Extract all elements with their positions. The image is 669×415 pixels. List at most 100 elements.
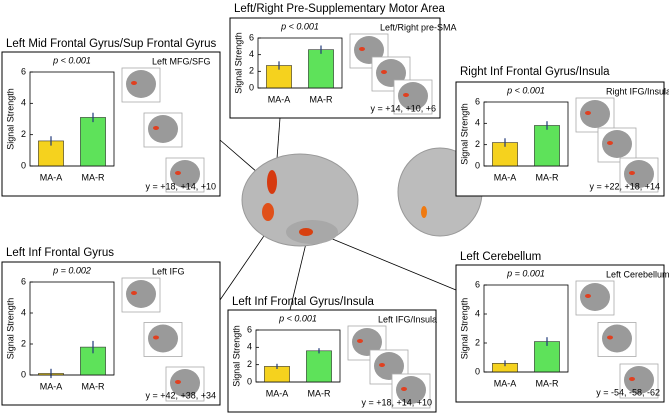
y-tick-label: 4 bbox=[247, 342, 252, 352]
panel-title: Left Inf Frontal Gyrus bbox=[6, 247, 114, 259]
image-label: Left Cerebellum bbox=[606, 269, 669, 279]
brain-render bbox=[219, 117, 483, 311]
y-tick-label: 4 bbox=[475, 118, 480, 128]
x-tick-label: MA-A bbox=[266, 388, 289, 398]
y-tick-label: 6 bbox=[21, 276, 26, 286]
coordinates: y = +14, +10, +6 bbox=[370, 103, 436, 113]
y-tick-label: 2 bbox=[475, 139, 480, 149]
activation bbox=[607, 335, 613, 340]
p-value: p = 0.001 bbox=[506, 268, 545, 278]
y-tick-label: 6 bbox=[21, 66, 26, 76]
brain-slice bbox=[580, 100, 610, 128]
image-label: Left IFG/Insula bbox=[378, 314, 437, 324]
image-label: Left MFG/SFG bbox=[152, 56, 211, 66]
activation bbox=[607, 141, 613, 145]
x-tick-label: MA-R bbox=[82, 381, 105, 391]
brain-slice bbox=[602, 130, 632, 158]
panel-title: Left Inf Frontal Gyrus/Insula bbox=[232, 296, 375, 308]
brain-slice bbox=[126, 280, 156, 308]
panel-title: Left Cerebellum bbox=[460, 251, 541, 263]
activation bbox=[629, 377, 635, 381]
brain-slice bbox=[148, 324, 178, 353]
activation bbox=[629, 171, 635, 175]
y-tick-label: 4 bbox=[21, 98, 26, 108]
y-tick-label: 0 bbox=[247, 376, 252, 386]
bar bbox=[534, 125, 560, 167]
coordinates: y = +18, +14, +10 bbox=[145, 181, 216, 191]
brain-slice bbox=[170, 369, 200, 397]
coordinates: y = +18, +14, +10 bbox=[361, 397, 432, 407]
y-tick-label: 2 bbox=[249, 66, 254, 76]
y-tick-label: 2 bbox=[475, 337, 480, 347]
bar bbox=[80, 117, 106, 167]
panel-title: Left/Right Pre-Supplementary Motor Area bbox=[234, 3, 446, 15]
activation bbox=[585, 111, 591, 115]
activation bbox=[153, 126, 159, 130]
y-tick-label: 6 bbox=[475, 96, 480, 106]
p-value: p = 0.002 bbox=[52, 265, 91, 275]
brain-slice bbox=[624, 366, 654, 394]
x-tick-label: MA-A bbox=[494, 378, 517, 388]
brain-slice bbox=[374, 352, 404, 380]
x-tick-label: MA-R bbox=[308, 388, 331, 398]
brain-slice bbox=[352, 328, 382, 356]
bar bbox=[306, 350, 332, 383]
y-axis-label: Signal Strength bbox=[5, 298, 15, 360]
y-axis-label: Signal Strength bbox=[5, 88, 15, 150]
x-tick-label: MA-A bbox=[40, 381, 63, 391]
brain-slice bbox=[170, 160, 200, 188]
brain-slice bbox=[126, 70, 156, 98]
brain-slice bbox=[624, 160, 654, 188]
y-axis-label: Signal Strength bbox=[231, 325, 241, 387]
x-tick-label: MA-A bbox=[268, 94, 291, 104]
y-tick-label: 0 bbox=[475, 366, 480, 376]
image-label: Left IFG bbox=[152, 266, 185, 276]
bar bbox=[308, 49, 334, 89]
x-tick-label: MA-A bbox=[40, 172, 63, 182]
coordinates: y = +22, +18, +14 bbox=[589, 181, 660, 191]
y-tick-label: 6 bbox=[475, 279, 480, 289]
activation bbox=[131, 291, 137, 295]
y-tick-label: 4 bbox=[475, 308, 480, 318]
activation bbox=[403, 93, 409, 97]
x-tick-label: MA-R bbox=[536, 172, 559, 182]
y-tick-label: 0 bbox=[21, 369, 26, 379]
brain-slice bbox=[396, 376, 426, 404]
y-tick-label: 0 bbox=[21, 160, 26, 170]
p-value: p < 0.001 bbox=[506, 85, 545, 95]
y-tick-label: 0 bbox=[475, 160, 480, 170]
y-tick-label: 4 bbox=[21, 307, 26, 317]
y-tick-label: 2 bbox=[21, 338, 26, 348]
y-tick-label: 6 bbox=[249, 32, 254, 42]
bar bbox=[534, 341, 560, 373]
p-value: p < 0.001 bbox=[278, 313, 317, 323]
y-tick-label: 4 bbox=[249, 49, 254, 59]
x-tick-label: MA-R bbox=[536, 378, 559, 388]
panel-title: Left Mid Frontal Gyrus/Sup Frontal Gyrus bbox=[6, 38, 217, 50]
coordinates: y = -54, -58, -62 bbox=[596, 387, 660, 397]
brain-slice bbox=[398, 82, 428, 110]
y-tick-label: 6 bbox=[247, 324, 252, 334]
y-tick-label: 0 bbox=[249, 82, 254, 92]
panel-title: Right Inf Frontal Gyrus/Insula bbox=[460, 66, 610, 78]
activation bbox=[153, 335, 159, 340]
y-tick-label: 2 bbox=[21, 129, 26, 139]
brain-slice bbox=[602, 324, 632, 353]
activation bbox=[401, 387, 407, 391]
y-axis-label: Signal Strength bbox=[459, 298, 469, 360]
brain-slice bbox=[148, 115, 178, 143]
brain-slice bbox=[580, 283, 610, 311]
y-axis-label: Signal Strength bbox=[233, 32, 243, 94]
x-tick-label: MA-A bbox=[494, 172, 517, 182]
x-tick-label: MA-R bbox=[310, 94, 333, 104]
image-label: Left/Right pre-SMA bbox=[380, 22, 457, 32]
activation bbox=[381, 70, 387, 74]
activation bbox=[131, 81, 137, 85]
y-tick-label: 2 bbox=[247, 359, 252, 369]
activation bbox=[175, 380, 181, 384]
activation bbox=[175, 171, 181, 175]
coordinates: y = +42, +38, +34 bbox=[145, 390, 216, 400]
activation bbox=[357, 339, 363, 343]
image-label: Right IFG/Insula bbox=[606, 86, 669, 96]
